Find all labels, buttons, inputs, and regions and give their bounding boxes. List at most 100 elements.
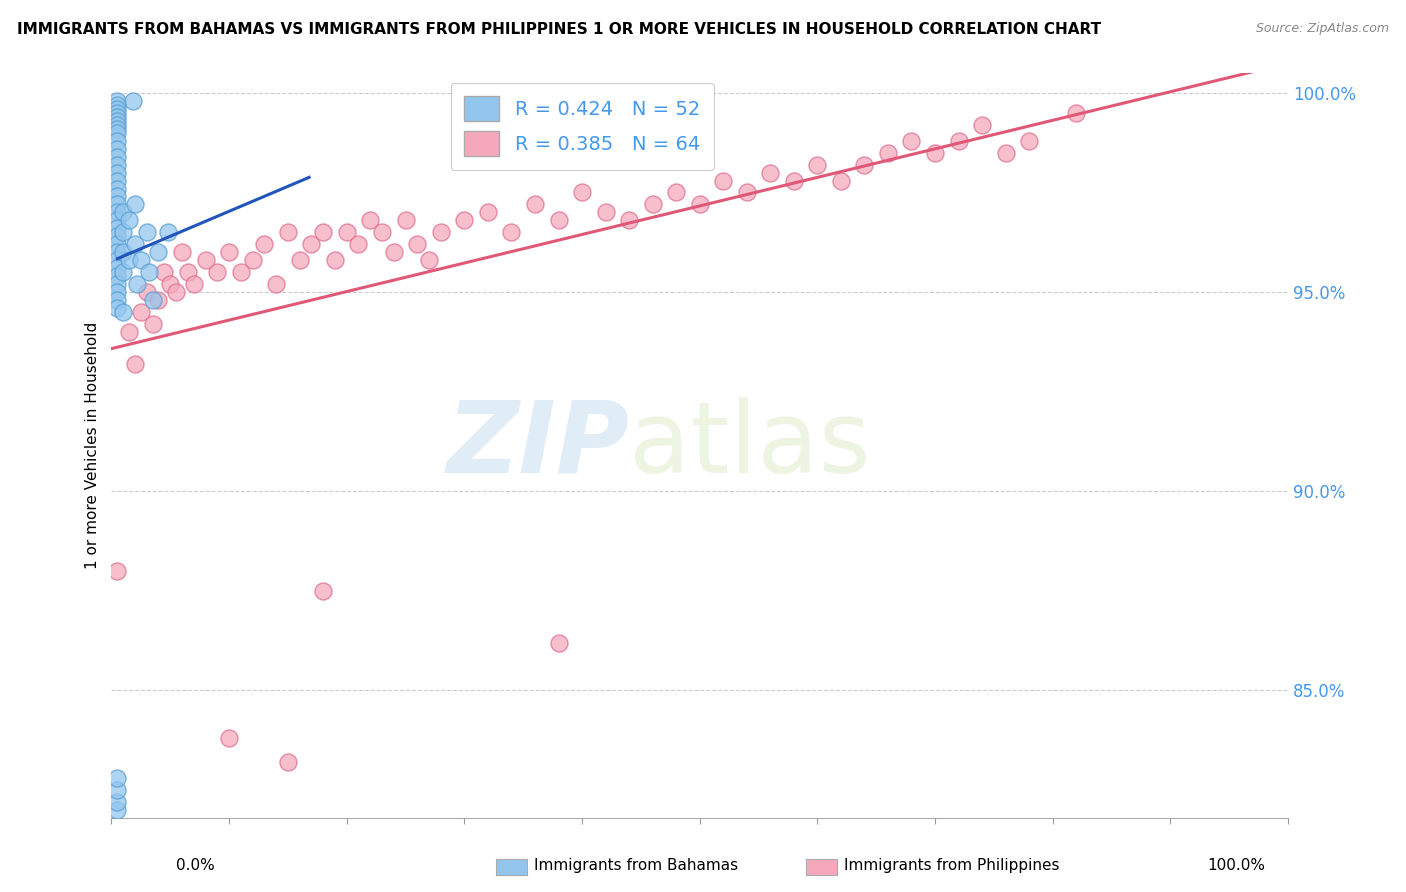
Point: [105, 237, 128, 252]
Point: [105, 98, 128, 112]
Point: [124, 357, 146, 371]
Point: [105, 110, 128, 124]
Point: [105, 564, 128, 578]
Point: [105, 285, 128, 299]
Point: [105, 126, 128, 140]
Point: [105, 301, 128, 315]
Point: [689, 197, 711, 211]
Text: ZIP: ZIP: [446, 397, 628, 494]
Point: [177, 265, 200, 279]
Point: [121, 94, 143, 108]
Legend: R = 0.424   N = 52, R = 0.385   N = 64: R = 0.424 N = 52, R = 0.385 N = 64: [450, 83, 714, 169]
Point: [970, 118, 993, 132]
Point: [194, 253, 217, 268]
Point: [105, 253, 128, 268]
Point: [105, 795, 128, 809]
Point: [418, 253, 440, 268]
Point: [371, 225, 394, 239]
Point: [665, 186, 688, 200]
Point: [523, 197, 546, 211]
Point: [105, 134, 128, 148]
Text: IMMIGRANTS FROM BAHAMAS VS IMMIGRANTS FROM PHILIPPINES 1 OR MORE VEHICLES IN HOU: IMMIGRANTS FROM BAHAMAS VS IMMIGRANTS FR…: [17, 22, 1101, 37]
Point: [105, 165, 128, 179]
Point: [105, 94, 128, 108]
Point: [105, 121, 128, 136]
Point: [900, 134, 922, 148]
Point: [129, 253, 152, 268]
Point: [312, 225, 335, 239]
Point: [105, 277, 128, 292]
Point: [347, 237, 370, 252]
Point: [105, 102, 128, 116]
Point: [105, 213, 128, 227]
Point: [183, 277, 205, 292]
Point: [105, 158, 128, 172]
Point: [105, 293, 128, 307]
Point: [501, 225, 523, 239]
Point: [105, 173, 128, 187]
Point: [105, 189, 128, 203]
Point: [277, 755, 299, 769]
Point: [547, 635, 569, 649]
Text: Immigrants from Philippines: Immigrants from Philippines: [844, 858, 1059, 872]
Point: [571, 186, 593, 200]
Point: [138, 265, 160, 279]
Point: [142, 293, 165, 307]
Point: [735, 186, 758, 200]
Point: [112, 205, 135, 219]
Point: [105, 221, 128, 235]
Point: [105, 803, 128, 817]
Point: [1064, 105, 1087, 120]
Point: [112, 225, 135, 239]
Point: [105, 118, 128, 132]
Point: [105, 771, 128, 785]
Point: [595, 205, 617, 219]
Point: [641, 197, 664, 211]
Point: [924, 145, 946, 160]
Point: [323, 253, 346, 268]
Point: [218, 245, 240, 260]
Point: [264, 277, 287, 292]
Point: [124, 237, 146, 252]
Point: [547, 213, 569, 227]
Point: [127, 277, 149, 292]
Point: [118, 325, 141, 339]
Point: [105, 269, 128, 284]
Point: [242, 253, 264, 268]
Point: [711, 173, 734, 187]
Point: [430, 225, 453, 239]
Point: [253, 237, 276, 252]
Point: [105, 229, 128, 244]
Point: [453, 213, 475, 227]
Point: [830, 173, 852, 187]
Point: [229, 265, 252, 279]
Text: 100.0%: 100.0%: [1208, 858, 1265, 873]
Text: atlas: atlas: [628, 397, 870, 494]
Point: [148, 293, 170, 307]
Point: [129, 305, 152, 319]
Point: [1018, 134, 1040, 148]
Point: [105, 181, 128, 195]
Point: [277, 225, 299, 239]
Point: [112, 265, 135, 279]
Point: [783, 173, 806, 187]
Point: [105, 197, 128, 211]
Point: [105, 113, 128, 128]
Point: [112, 245, 135, 260]
Point: [170, 245, 193, 260]
Point: [288, 253, 311, 268]
Point: [153, 265, 176, 279]
Point: [105, 205, 128, 219]
Point: [759, 165, 782, 179]
Point: [105, 783, 128, 797]
Point: [617, 213, 640, 227]
Point: [806, 158, 828, 172]
Point: [112, 305, 135, 319]
Point: [105, 261, 128, 276]
Point: [105, 142, 128, 156]
Point: [207, 265, 229, 279]
Point: [312, 583, 335, 598]
Point: [159, 277, 181, 292]
Point: [301, 237, 323, 252]
Text: 0.0%: 0.0%: [176, 858, 215, 873]
